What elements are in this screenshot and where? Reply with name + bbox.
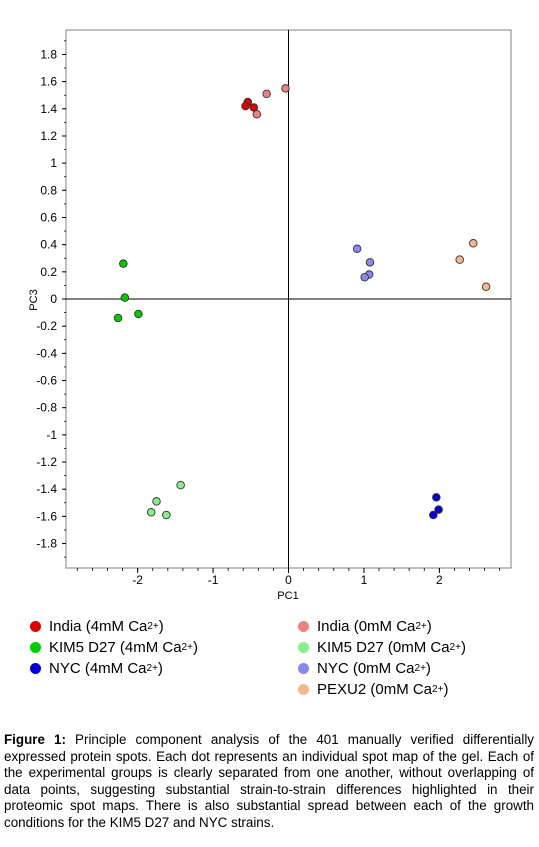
legend-sup: 2+ [181,642,193,653]
data-point [120,293,130,302]
tick-labels: 1.8 1.6 1.4 1.2 1 0.8 0.6 0.4 0.2 0 -0.2 -0.4 -0.6 -0… [36,47,443,587]
caption-label: Figure 1: [4,732,66,747]
legend-item-pexu2-0mm: PEXU2 (0mM Ca 2+) [298,681,448,698]
y-tick-label: 0.2 [40,265,57,279]
legend-dot-icon [298,621,309,632]
y-tick-label: -1.8 [36,537,57,551]
y-tick-label: 0.8 [40,183,57,197]
legend-item-india-0mm: India (0mM Ca 2+) [298,618,432,635]
data-point [119,259,128,268]
legend-sup: 2+ [147,621,159,632]
legend-sup: 2+ [414,663,426,674]
scatter-plot: 1.8 1.6 1.4 1.2 1 0.8 0.6 0.4 0.2 0 -0.2 -0.4 -0.6 -0… [28,29,512,602]
legend-dot-icon [298,642,309,653]
legend-close: ) [460,639,466,656]
caption-text: Principle component analysis of the 401 … [4,732,534,830]
data-point [352,244,362,253]
legend-label: KIM5 D27 (0mM Ca [317,639,450,656]
data-point [481,282,491,292]
legend-item-kim5-4mm: KIM5 D27 (4mM Ca 2+) [30,639,198,656]
y-tick-label: 1.6 [40,75,57,89]
y-tick-label: 1.2 [40,129,57,143]
y-tick-label: -0.6 [36,374,57,388]
data-point [432,493,441,502]
legend-sup: 2+ [146,663,158,674]
x-tick-label: 1 [361,573,368,587]
legend: India (4mM Ca 2+) India (0mM Ca 2+) KIM5 D… [30,618,530,708]
y-tick-label: -1 [46,428,57,442]
figure-caption: Figure 1: Principle component analysis o… [4,732,534,831]
legend-sup: 2+ [415,621,427,632]
legend-label: India (0mM Ca [317,618,416,635]
data-point [146,508,156,517]
data-point [365,258,375,267]
legend-item-nyc-0mm: NYC (0mM Ca 2+) [298,660,431,677]
y-tick-label: 0.4 [40,238,57,252]
legend-sup: 2+ [432,684,444,695]
y-tick-label: 0.6 [40,210,57,224]
legend-close: ) [425,660,431,677]
legend-label: KIM5 D27 (4mM Ca [49,639,182,656]
y-tick-label: -1.2 [36,455,57,469]
legend-item-nyc-4mm: NYC (4mM Ca 2+) [30,660,163,677]
x-tick-label: -1 [208,573,219,587]
legend-label: India (4mM Ca [49,618,148,635]
legend-close: ) [192,639,198,656]
legend-dot-icon [30,663,41,674]
legend-sup: 2+ [449,642,461,653]
y-tick-label: 1 [50,156,57,170]
legend-dot-icon [298,684,309,695]
data-point [176,480,185,490]
data-point [469,239,478,248]
data-point [360,273,369,282]
y-tick-label: -0.4 [36,346,57,360]
legend-dot-icon [30,621,41,632]
data-point [455,255,464,264]
y-tick-label: 1.8 [40,47,57,61]
legend-label: NYC (4mM Ca [49,660,147,677]
data-point [134,309,143,319]
x-tick-label: 0 [285,573,292,587]
data-point [152,497,161,506]
data-point [262,89,271,99]
y-axis-title: PC3 [28,289,40,310]
y-tick-label: -1.4 [36,482,57,496]
y-tick-label: -0.2 [36,319,57,333]
data-point [241,101,250,111]
legend-close: ) [157,660,163,677]
legend-close: ) [443,681,449,698]
y-tick-label: 1.4 [40,102,57,116]
legend-label: PEXU2 (0mM Ca [317,681,433,698]
legend-dot-icon [30,642,41,653]
legend-label: NYC (0mM Ca [317,660,415,677]
y-tick-label: -0.8 [36,401,57,415]
x-axis-title: PC1 [277,590,298,602]
data-points [113,84,491,520]
data-point [429,510,438,520]
legend-item-india-4mm: India (4mM Ca 2+) [30,618,164,635]
legend-close: ) [158,618,164,635]
data-point [281,84,290,93]
x-tick-label: -2 [132,573,143,587]
data-point [113,313,123,323]
y-tick-label: -1.6 [36,509,57,523]
data-point [162,510,171,520]
data-point [252,109,262,119]
legend-close: ) [426,618,432,635]
axes [62,30,511,573]
legend-dot-icon [298,663,309,674]
y-tick-label: 0 [50,292,57,306]
x-tick-label: 2 [436,573,443,587]
data-point [434,505,443,514]
legend-item-kim5-0mm: KIM5 D27 (0mM Ca 2+) [298,639,466,656]
